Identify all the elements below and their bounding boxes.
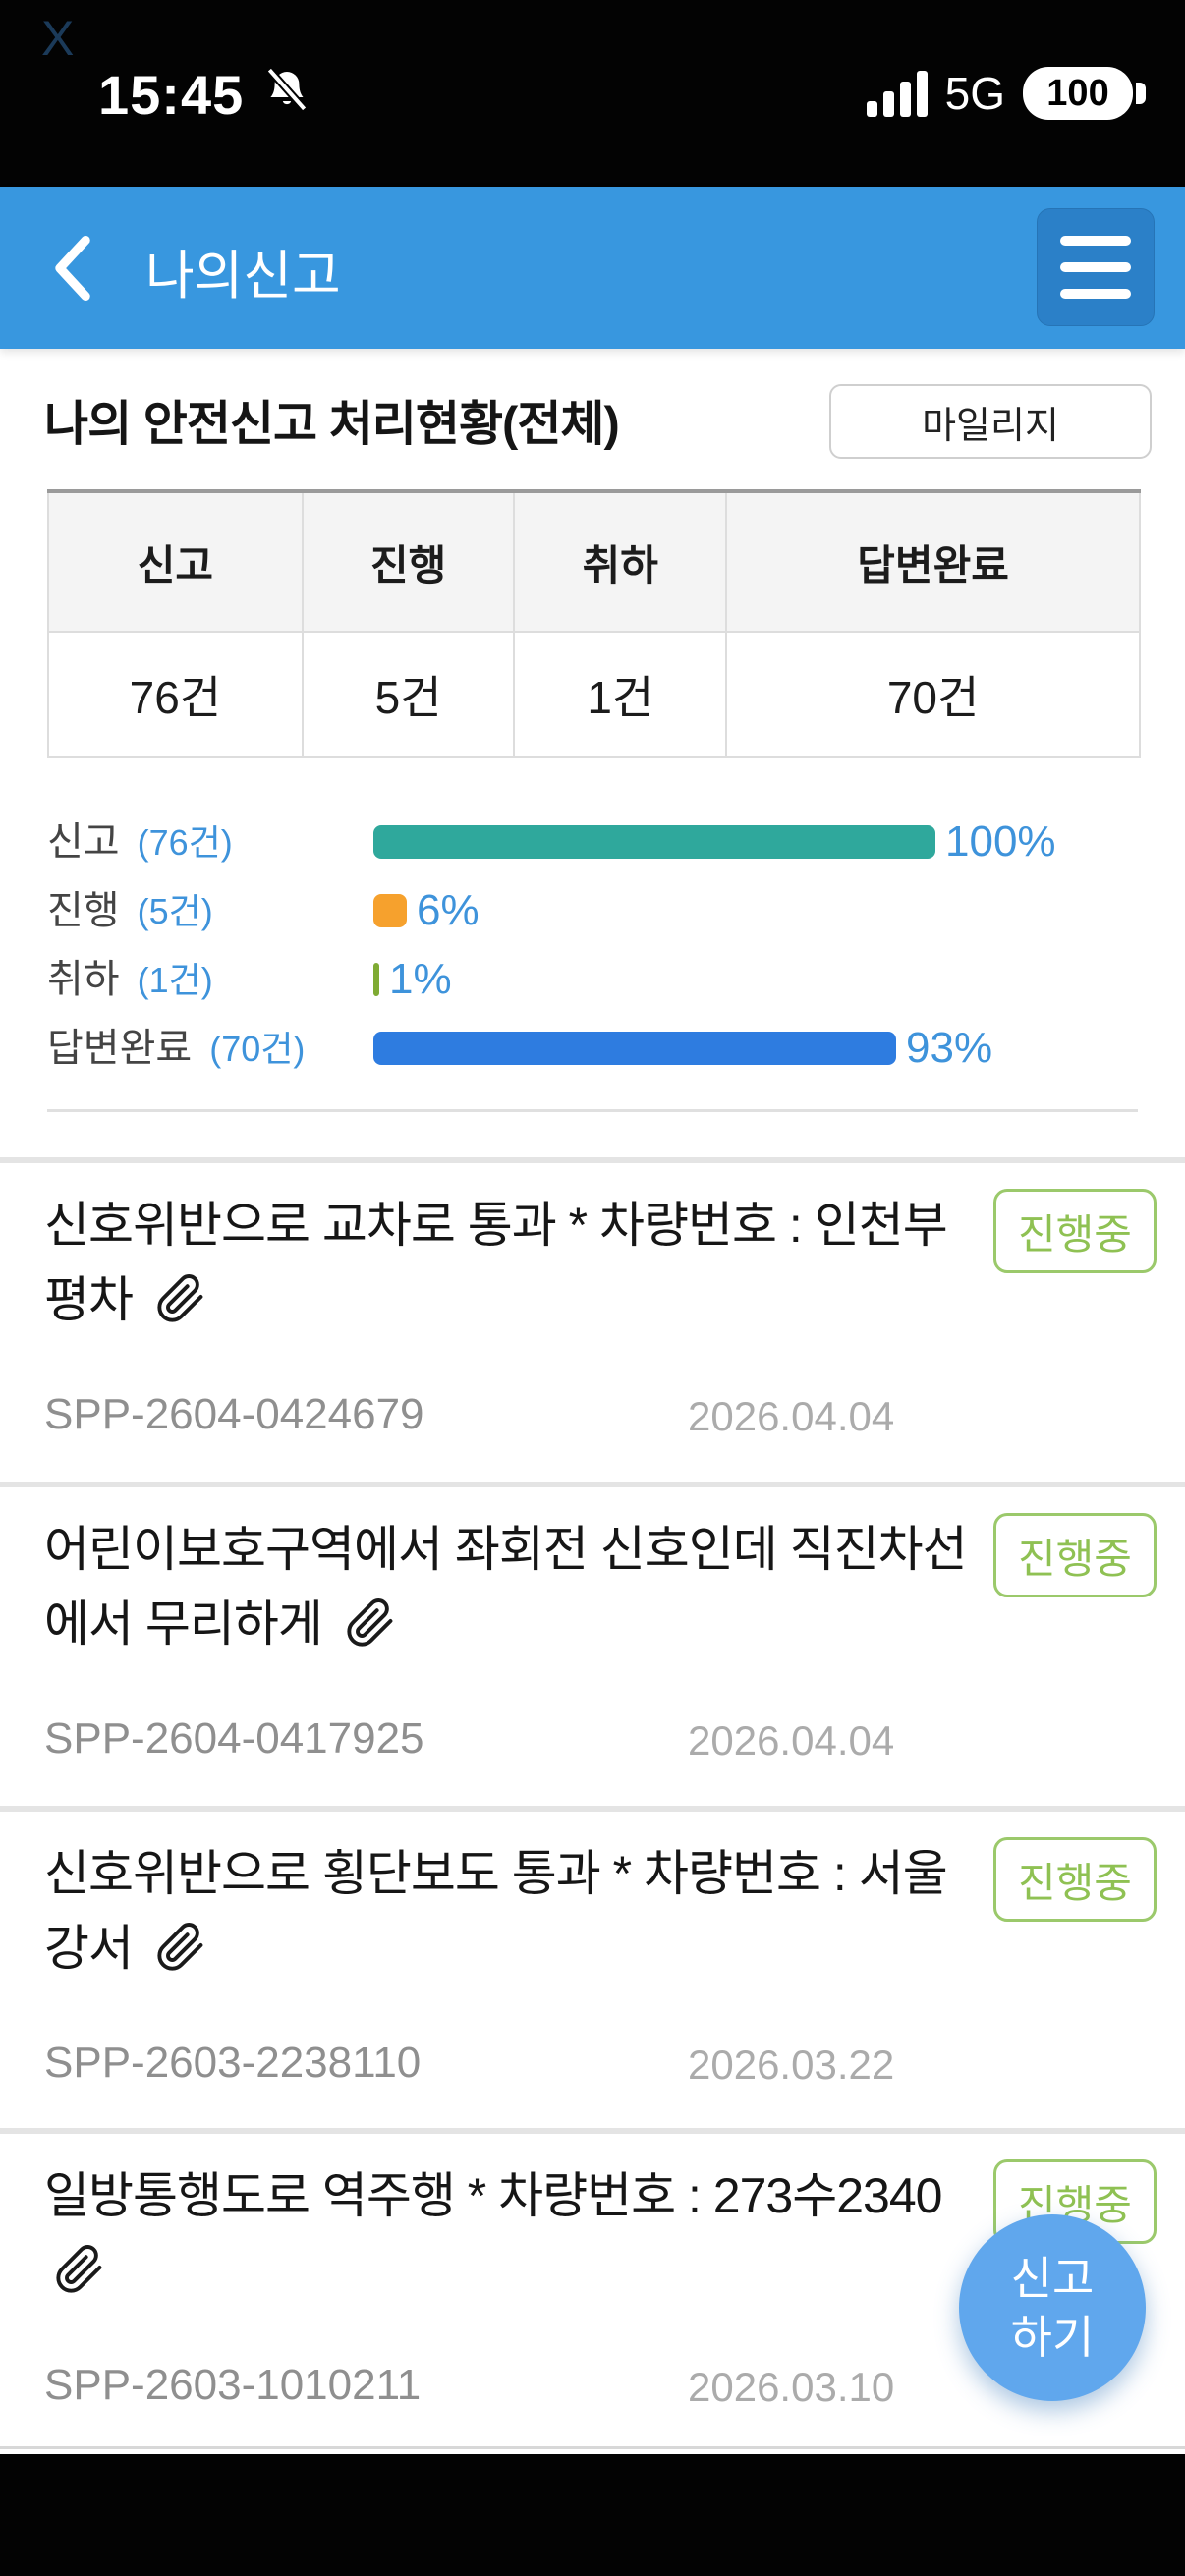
chart-bar <box>373 1032 896 1065</box>
chart-percent-label: 100% <box>945 817 1056 866</box>
list-item-separator <box>0 1482 1185 1487</box>
chart-category-label: 취하 <box>47 958 120 1001</box>
report-id: SPP-2603-2238110 <box>44 2039 422 2087</box>
chart-count-label: (70건) <box>199 1029 306 1069</box>
report-title: 신호위반으로 교차로 통과 * 차량번호 : 인천부평차 <box>44 1198 948 1327</box>
value-answered-count: 70건 <box>725 631 1141 758</box>
report-title: 어린이보호구역에서 좌회전 신호인데 직진차선에서 무리하게 <box>44 1522 968 1652</box>
hamburger-menu-button[interactable] <box>1037 208 1155 326</box>
section-separator <box>0 1157 1185 1163</box>
summary-table-value-row: 76건 5건 1건 70건 <box>47 631 1141 758</box>
report-list-item[interactable]: 어린이보호구역에서 좌회전 신호인데 직진차선에서 무리하게 진행중 SPP-2… <box>0 1487 1185 1806</box>
chart-bar <box>373 963 379 996</box>
status-indicators: 5G 100 <box>866 0 1146 187</box>
col-header-report: 신고 <box>47 490 304 633</box>
clock: 15:45 <box>98 64 245 126</box>
col-header-answered: 답변완료 <box>725 490 1141 633</box>
chart-bar <box>373 894 407 927</box>
notifications-muted-icon <box>263 67 310 119</box>
list-item-separator <box>0 1806 1185 1812</box>
create-report-fab[interactable]: 신고 하기 <box>959 2214 1146 2401</box>
chart-count-label: (5건) <box>127 891 213 931</box>
summary-table-header-row: 신고 진행 취하 답변완료 <box>47 490 1141 633</box>
report-list-item[interactable]: 신호위반으로 횡단보도 통과 * 차량번호 : 서울강서 진행중 SPP-260… <box>0 1812 1185 2128</box>
status-bar-chart: 신고 (76건) 100% 진행 (5건) 6% 취하 (1건) 1% 답변완료… <box>0 808 1185 1083</box>
report-date: 2026.04.04 <box>688 1393 895 1439</box>
status-badge: 진행중 <box>993 1837 1157 1922</box>
bottom-system-area <box>0 2454 1185 2576</box>
status-badge: 진행중 <box>993 1513 1157 1597</box>
attachment-paperclip-icon <box>347 1598 393 1647</box>
report-id: SPP-2604-0417925 <box>44 1714 424 1763</box>
attachment-paperclip-icon <box>56 2245 102 2293</box>
chart-count-label: (76건) <box>127 822 233 863</box>
list-item-separator <box>0 2128 1185 2134</box>
chart-percent-label: 6% <box>417 886 480 934</box>
battery-icon: 100 <box>1023 67 1146 120</box>
battery-percent: 100 <box>1023 67 1133 120</box>
report-id: SPP-2603-1010211 <box>44 2361 422 2409</box>
report-title: 신호위반으로 횡단보도 통과 * 차량번호 : 서울강서 <box>44 1846 948 1976</box>
chart-category-label: 답변완료 <box>47 1027 193 1070</box>
chart-category-label: 신고 <box>47 820 120 864</box>
status-badge: 진행중 <box>993 1189 1157 1273</box>
battery-nub <box>1136 83 1146 104</box>
chart-row-label: 답변완료 (70건) <box>47 1014 305 1083</box>
hamburger-icon <box>1060 236 1131 246</box>
app-header: 나의신고 <box>0 187 1185 349</box>
attachment-paperclip-icon <box>157 1923 203 1971</box>
summary-table: 신고 진행 취하 답변완료 76건 5건 1건 70건 <box>47 489 1141 758</box>
signal-strength-icon <box>866 70 928 117</box>
summary-heading: 나의 안전신고 처리현황(전체) <box>44 398 620 451</box>
report-date: 2026.04.04 <box>688 1717 895 1764</box>
report-list: 신호위반으로 교차로 통과 * 차량번호 : 인천부평차 진행중 SPP-260… <box>0 1163 1185 2442</box>
overlay-x-mark: X <box>41 11 75 66</box>
chart-percent-label: 1% <box>389 955 452 1003</box>
chart-row: 신고 (76건) 100% <box>0 808 1185 876</box>
chart-bar <box>373 825 935 859</box>
page-title: 나의신고 <box>145 247 341 306</box>
chart-row-label: 신고 (76건) <box>47 808 233 876</box>
attachment-paperclip-icon <box>157 1274 203 1322</box>
divider <box>0 2446 1185 2449</box>
chart-row: 취하 (1건) 1% <box>0 945 1185 1014</box>
col-header-withdrawn: 취하 <box>513 490 728 633</box>
report-id: SPP-2604-0424679 <box>44 1390 424 1438</box>
value-report-count: 76건 <box>47 631 304 758</box>
report-title: 일방통행도로 역주행 * 차량번호 : 273수2340 <box>44 2158 978 2308</box>
value-withdrawn-count: 1건 <box>513 631 728 758</box>
col-header-in-progress: 진행 <box>301 490 516 633</box>
chart-row-label: 진행 (5건) <box>47 876 213 945</box>
mileage-button[interactable]: 마일리지 <box>829 384 1152 459</box>
report-list-item[interactable]: 일방통행도로 역주행 * 차량번호 : 273수2340 진행중 SPP-260… <box>0 2134 1185 2442</box>
report-date: 2026.03.10 <box>688 2364 895 2410</box>
network-type-label: 5G <box>944 68 1005 119</box>
chart-percent-label: 93% <box>906 1024 993 1072</box>
report-date: 2026.03.22 <box>688 2042 895 2088</box>
chart-row: 답변완료 (70건) 93% <box>0 1014 1185 1083</box>
fab-label-line1: 신고 <box>1010 2253 1095 2304</box>
chevron-left-icon <box>55 235 90 302</box>
fab-label-line2: 하기 <box>1010 2312 1095 2363</box>
back-button[interactable] <box>51 226 110 310</box>
status-bar: X 15:45 5G 100 <box>0 0 1185 187</box>
chart-count-label: (1건) <box>127 960 213 1000</box>
chart-row: 진행 (5건) 6% <box>0 876 1185 945</box>
value-in-progress-count: 5건 <box>301 631 516 758</box>
chart-category-label: 진행 <box>47 889 120 932</box>
report-list-item[interactable]: 신호위반으로 교차로 통과 * 차량번호 : 인천부평차 진행중 SPP-260… <box>0 1163 1185 1482</box>
divider <box>47 1109 1138 1112</box>
chart-row-label: 취하 (1건) <box>47 945 213 1014</box>
